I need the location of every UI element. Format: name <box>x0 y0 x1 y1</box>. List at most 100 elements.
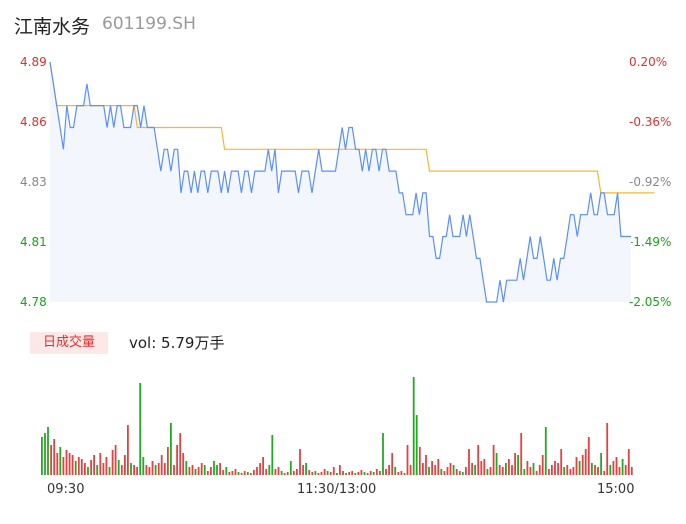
volume-bar <box>170 423 172 475</box>
volume-bar <box>222 470 225 475</box>
volume-bar <box>455 469 458 475</box>
volume-bar <box>483 459 486 475</box>
volume-bar <box>219 463 221 475</box>
volume-bar <box>130 463 132 475</box>
volume-bar <box>563 467 566 475</box>
volume-bar <box>246 472 249 475</box>
volume-bar <box>253 470 255 475</box>
volume-bar <box>323 469 326 475</box>
volume-bar <box>114 445 117 475</box>
volume-bar <box>84 463 86 475</box>
volume-bar <box>403 473 406 475</box>
volume-bar <box>228 472 231 475</box>
volume-bar <box>382 433 384 475</box>
volume-bar <box>412 377 415 475</box>
volume-bar <box>74 461 77 475</box>
volume-bar <box>425 455 427 475</box>
volume-bar <box>280 471 283 475</box>
volume-bar <box>434 465 437 475</box>
volume-bar <box>200 463 203 475</box>
volume-bar <box>474 465 476 475</box>
volume-bar <box>274 469 277 475</box>
volume-bar <box>517 455 519 475</box>
volume-bar <box>477 445 480 475</box>
volume-bar <box>452 465 455 475</box>
price-area <box>50 62 631 302</box>
volume-bar <box>351 471 354 475</box>
volume-bar <box>262 457 264 475</box>
volume-bar <box>627 449 630 475</box>
volume-bar <box>44 433 46 475</box>
volume-bar <box>428 467 430 475</box>
volume-bar <box>541 455 544 475</box>
volume-bar <box>320 472 323 475</box>
pct-tick-right-3: -1.49% <box>629 235 672 249</box>
price-line <box>49 61 631 303</box>
volume-bar <box>446 467 449 475</box>
volume-bar <box>329 472 332 475</box>
volume-readout: vol: 5.79万手 <box>129 334 225 352</box>
volume-bar <box>501 467 504 475</box>
volume-bar <box>256 467 258 475</box>
volume-bar <box>406 445 409 475</box>
volume-bar <box>621 459 624 475</box>
volume-bar <box>369 471 372 475</box>
volume-bar <box>397 472 400 475</box>
volume-bar <box>538 465 541 475</box>
volume-bar <box>581 455 584 475</box>
volume-bar <box>191 465 194 475</box>
volume-bar <box>157 463 160 475</box>
volume-bar <box>182 453 185 475</box>
volume-bar <box>317 473 320 475</box>
volume-bar <box>56 453 59 475</box>
volume-bar <box>415 415 418 475</box>
volume-bar <box>486 469 489 475</box>
volume-bar <box>443 471 446 475</box>
time-tick-midday: 11:30/13:00 <box>297 482 377 497</box>
volume-bar <box>548 469 550 475</box>
volume-bar <box>336 473 338 475</box>
volume-bar <box>587 437 590 475</box>
volume-bar <box>409 465 412 475</box>
volume-bar <box>498 465 501 475</box>
volume-bar <box>618 467 621 475</box>
volume-bar <box>495 453 498 475</box>
volume-bar <box>465 467 467 475</box>
volume-bar <box>50 445 52 475</box>
volume-bar <box>124 455 126 475</box>
volume-bar <box>142 457 145 475</box>
volume-bar <box>185 461 188 475</box>
volume-bar <box>71 455 74 475</box>
volume-bar <box>480 461 483 475</box>
volume-bar <box>471 463 473 475</box>
volume-bar <box>136 467 138 475</box>
price-tick-left-0: 4.89 <box>20 55 47 69</box>
volume-bar <box>249 473 252 475</box>
volume-bar <box>305 463 307 475</box>
volume-bar <box>203 465 206 475</box>
price-layer <box>49 61 655 303</box>
volume-bar <box>345 473 347 475</box>
volume-bar <box>231 471 234 475</box>
volume-bar <box>53 439 56 475</box>
volume-bars <box>41 377 633 475</box>
volume-bar <box>492 445 495 475</box>
volume-bar <box>99 453 102 475</box>
volume-bar <box>584 449 587 475</box>
volume-bar <box>299 449 301 475</box>
volume-bar <box>449 463 452 475</box>
volume-bar <box>360 470 363 475</box>
volume-bar <box>422 463 424 475</box>
price-tick-left-2: 4.83 <box>20 175 47 189</box>
volume-bar <box>210 467 212 475</box>
volume-bar <box>148 467 151 475</box>
volume-bar <box>240 473 243 475</box>
daily-volume-badge[interactable]: 日成交量 <box>30 332 108 354</box>
volume-bar <box>59 447 62 475</box>
price-tick-left-4: 4.78 <box>20 295 47 309</box>
volume-bar <box>145 465 148 475</box>
volume-bar <box>160 455 163 475</box>
volume-bar <box>163 463 166 475</box>
volume-bar <box>167 447 169 475</box>
volume-bar <box>90 460 92 475</box>
